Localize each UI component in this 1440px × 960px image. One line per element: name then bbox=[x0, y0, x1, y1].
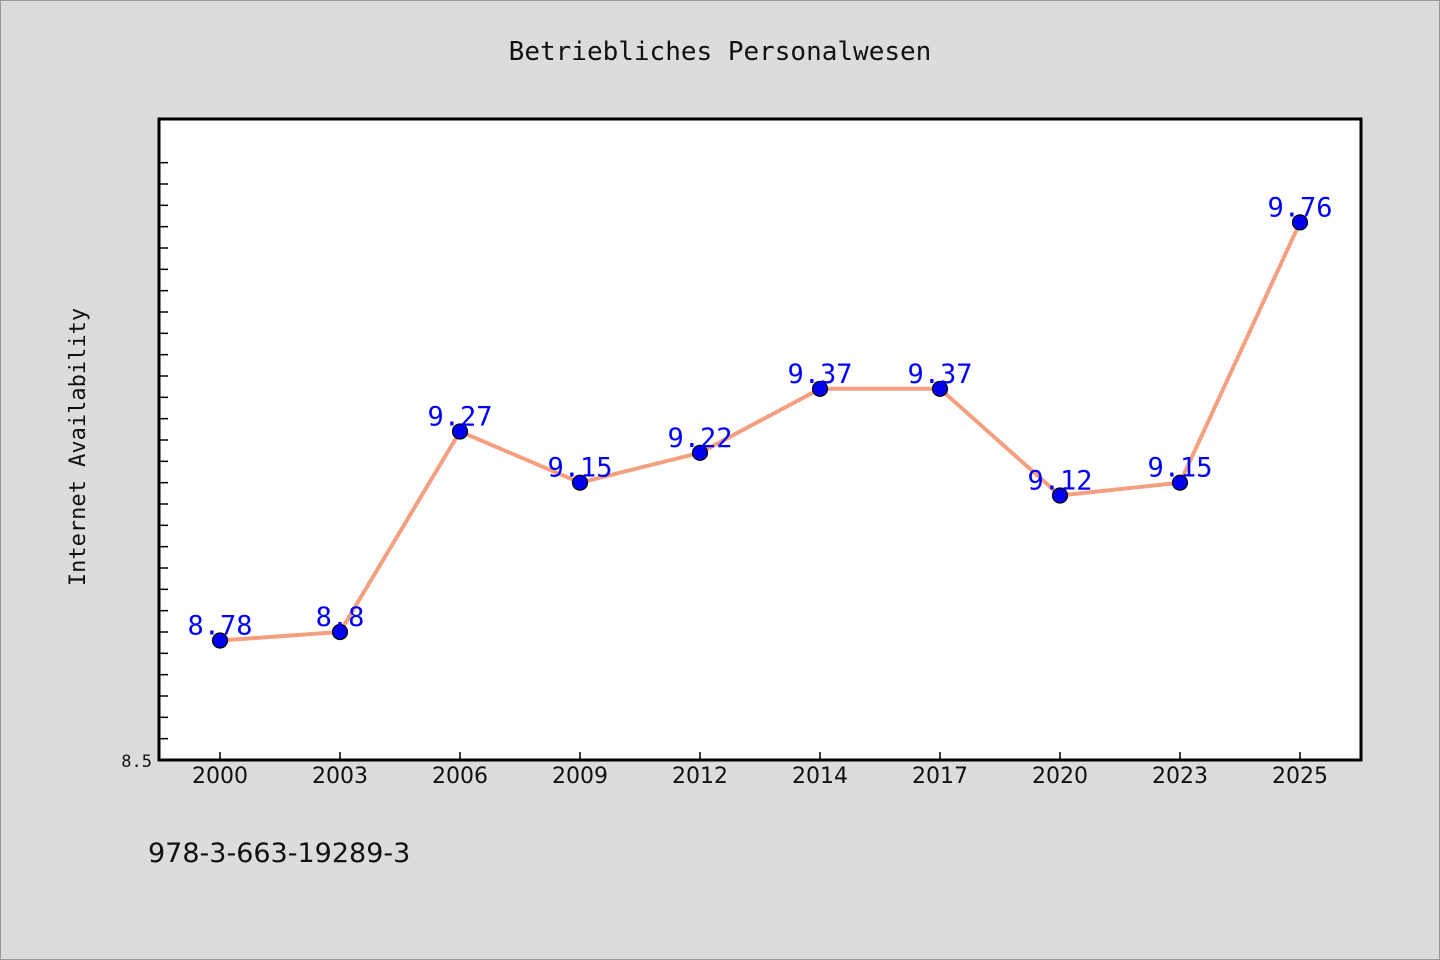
data-point bbox=[1291, 214, 1309, 231]
data-label: 9.15 bbox=[1147, 453, 1212, 484]
x-tick-label: 2023 bbox=[1152, 764, 1208, 789]
data-label: 9.22 bbox=[667, 423, 732, 454]
data-point bbox=[1051, 487, 1069, 504]
x-tick-label: 2014 bbox=[792, 764, 848, 789]
data-label: 9.27 bbox=[427, 401, 492, 432]
data-label: 9.37 bbox=[787, 359, 852, 390]
x-tick-label: 2012 bbox=[672, 764, 728, 789]
data-label: 9.37 bbox=[907, 359, 972, 390]
data-label: 8.78 bbox=[187, 611, 252, 642]
x-tick-label: 2020 bbox=[1032, 764, 1088, 789]
data-label: 9.15 bbox=[547, 453, 612, 484]
data-point bbox=[1171, 474, 1189, 491]
data-label: 9.12 bbox=[1027, 465, 1092, 496]
data-label: 9.76 bbox=[1267, 192, 1332, 223]
y-axis-ticks bbox=[160, 161, 168, 761]
y-tick-label-min: 8.5 bbox=[121, 752, 152, 772]
x-tick-label: 2006 bbox=[432, 764, 488, 789]
plot-area bbox=[157, 117, 1363, 762]
x-tick-label: 2025 bbox=[1272, 764, 1328, 789]
data-point bbox=[331, 623, 349, 641]
x-tick-label: 2003 bbox=[312, 764, 368, 789]
x-tick-label: 2009 bbox=[552, 764, 608, 789]
data-label: 8.8 bbox=[316, 602, 365, 633]
data-point bbox=[571, 474, 589, 491]
x-tick-label: 2000 bbox=[192, 764, 248, 789]
series-markers bbox=[211, 214, 1309, 649]
chart-title: Betriebliches Personalwesen bbox=[509, 37, 932, 67]
data-point bbox=[931, 380, 949, 397]
data-point bbox=[211, 632, 229, 649]
data-point bbox=[451, 423, 469, 440]
data-labels: 8.78 8.8 9.27 9.15 9.22 9.37 9.37 9.12 9.15 9.76 bbox=[187, 192, 1332, 641]
y-axis-label: Internet Availability bbox=[66, 308, 91, 586]
x-axis-tick-labels: 2000 2003 2006 2009 2012 2014 2017 2020 2023 2025 bbox=[192, 764, 1328, 789]
data-point bbox=[691, 444, 709, 461]
x-tick-label: 2017 bbox=[912, 764, 968, 789]
data-point bbox=[811, 380, 829, 397]
x-axis-ticks bbox=[219, 752, 1301, 760]
isbn-caption: 978-3-663-19289-3 bbox=[148, 838, 410, 869]
series-line bbox=[218, 220, 1302, 643]
